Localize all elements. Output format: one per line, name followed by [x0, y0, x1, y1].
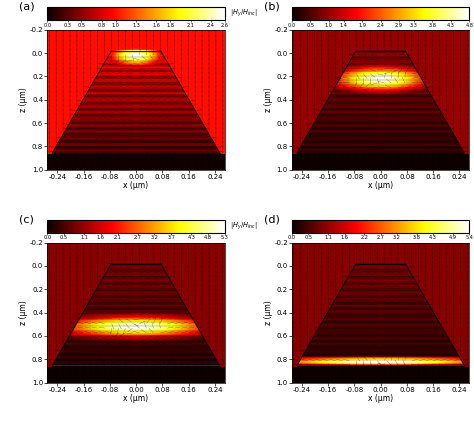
- X-axis label: x (μm): x (μm): [368, 394, 393, 403]
- Y-axis label: z (μm): z (μm): [264, 88, 273, 112]
- Y-axis label: z (μm): z (μm): [19, 300, 28, 325]
- Y-axis label: z (μm): z (μm): [264, 300, 273, 325]
- X-axis label: x (μm): x (μm): [123, 181, 148, 190]
- Text: (c): (c): [19, 215, 34, 224]
- Text: (d): (d): [264, 215, 280, 224]
- X-axis label: x (μm): x (μm): [123, 394, 148, 403]
- Text: (b): (b): [264, 2, 279, 12]
- X-axis label: x (μm): x (μm): [368, 181, 393, 190]
- Y-axis label: z (μm): z (μm): [19, 88, 28, 112]
- Text: (a): (a): [19, 2, 35, 12]
